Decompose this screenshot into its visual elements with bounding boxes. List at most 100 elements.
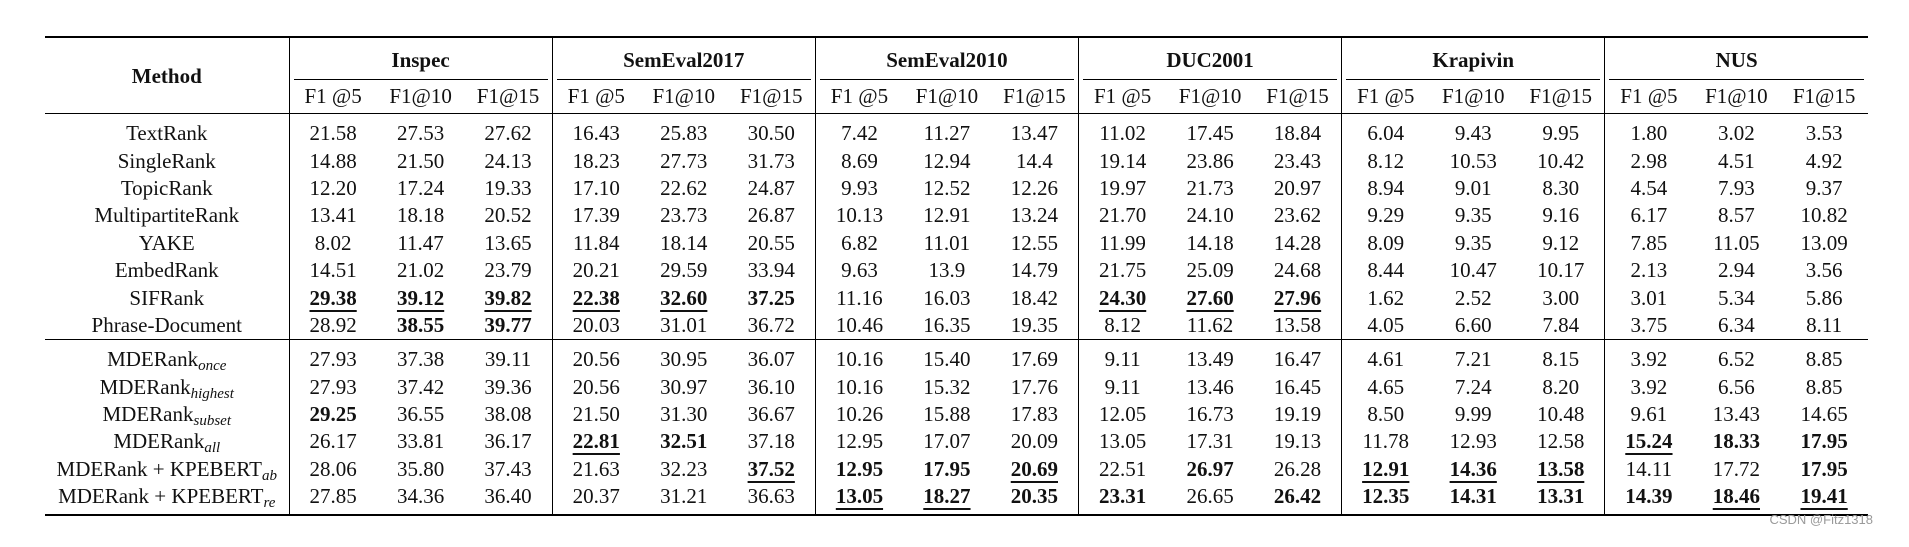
score-value: 34.36	[396, 484, 445, 509]
score-value: 9.29	[1367, 203, 1405, 228]
score-value: 6.04	[1367, 121, 1405, 146]
score-cell: 12.95	[814, 455, 904, 484]
score-value: 7.84	[1542, 312, 1580, 337]
table-row: MDERanksubset 29.25 36.55 38.08 21.50 31.30 36…	[45, 400, 1868, 429]
score-value: 16.03	[923, 285, 971, 310]
score-value: 15.32	[923, 374, 971, 399]
score-value: 8.15	[1542, 347, 1580, 372]
score-cell: 29.38	[288, 284, 377, 312]
score-value: 39.12	[396, 285, 445, 310]
score-cell: 26.42	[1253, 483, 1342, 517]
score-cell: 39.36	[464, 374, 552, 401]
score-cell: 14.65	[1780, 401, 1868, 428]
score-value: 18.27	[923, 484, 971, 509]
score-value: 2.13	[1630, 258, 1668, 283]
score-value: 11.47	[397, 230, 444, 255]
score-value: 21.02	[396, 258, 445, 283]
score-cell: 25.83	[639, 113, 728, 148]
score-cell: 17.72	[1693, 456, 1781, 483]
score-cell: 11.05	[1693, 230, 1781, 257]
score-cell: 16.35	[903, 312, 991, 340]
score-value: 26.65	[1186, 484, 1234, 509]
score-value: 17.83	[1010, 402, 1058, 427]
table-row: MultipartiteRank 13.41 18.18 20.52 17.39 23.7…	[45, 202, 1868, 230]
score-value: 23.86	[1186, 148, 1234, 173]
score-value: 14.11	[1625, 456, 1673, 481]
score-cell: 22.81	[551, 428, 640, 456]
score-value: 6.56	[1718, 374, 1755, 399]
score-cell: 37.43	[464, 456, 552, 483]
score-value: 16.47	[1273, 347, 1322, 372]
score-value: 23.79	[484, 258, 532, 283]
score-value: 7.93	[1718, 175, 1755, 200]
score-value: 37.43	[484, 456, 532, 481]
score-cell: 8.44	[1341, 256, 1430, 285]
score-value: 10.47	[1449, 258, 1497, 283]
score-cell: 12.91	[903, 202, 991, 229]
score-value: 20.09	[1010, 429, 1058, 454]
score-value: 28.92	[309, 312, 357, 337]
score-cell: 3.00	[1517, 284, 1605, 311]
score-value: 37.38	[396, 347, 445, 372]
score-value: 20.21	[572, 258, 620, 283]
score-value: 13.43	[1712, 402, 1760, 427]
score-value: 27.96	[1273, 285, 1322, 310]
score-value: 19.33	[484, 175, 532, 200]
score-cell: 35.80	[377, 456, 465, 483]
score-cell: 32.51	[640, 428, 728, 455]
score-value: 27.60	[1186, 285, 1234, 310]
score-value: 11.27	[923, 121, 971, 146]
score-value: 27.62	[484, 121, 532, 146]
score-cell: 7.24	[1429, 374, 1517, 401]
score-value: 8.11	[1806, 312, 1843, 337]
score-value: 12.35	[1362, 484, 1410, 509]
score-cell: 20.69	[991, 456, 1079, 483]
score-value: 11.02	[1099, 121, 1146, 146]
method-name: MDERank + KPEBERTab	[45, 456, 289, 484]
score-cell: 10.47	[1429, 257, 1517, 284]
method-label: MDERank	[102, 402, 194, 427]
table-row: TopicRank 12.20 17.24 19.33 17.10 22.62 24.87 9…	[45, 174, 1868, 203]
score-cell: 21.70	[1077, 202, 1167, 230]
score-cell: 36.67	[728, 401, 816, 428]
score-value: 11.84	[573, 230, 620, 255]
score-value: 13.46	[1186, 374, 1234, 399]
score-cell: 9.11	[1077, 339, 1167, 374]
score-cell: 20.09	[991, 428, 1079, 455]
score-cell: 37.25	[728, 284, 816, 311]
score-value: 27.93	[309, 347, 357, 372]
score-value: 9.12	[1542, 230, 1580, 255]
score-value: 12.26	[1010, 175, 1058, 200]
table-row: MDERankonce 27.93 37.38 39.11 20.56 30.95 36.0…	[45, 339, 1868, 374]
score-value: 8.09	[1367, 230, 1405, 255]
score-cell: 19.13	[1254, 428, 1342, 455]
score-cell: 15.40	[903, 339, 991, 374]
score-value: 9.95	[1542, 121, 1580, 146]
score-cell: 22.62	[640, 175, 728, 202]
score-cell: 21.58	[288, 113, 377, 148]
score-value: 8.50	[1367, 402, 1405, 427]
method-name: TopicRank	[45, 175, 289, 202]
score-value: 22.38	[572, 285, 620, 310]
score-value: 9.61	[1630, 402, 1668, 427]
score-value: 21.63	[572, 456, 620, 481]
score-value: 17.45	[1186, 121, 1234, 146]
score-cell: 32.23	[640, 456, 728, 483]
score-value: 31.21	[660, 484, 708, 509]
score-value: 17.07	[923, 429, 971, 454]
score-cell: 17.07	[903, 428, 991, 455]
score-value: 7.24	[1454, 374, 1492, 399]
score-cell: 24.13	[464, 147, 552, 174]
score-value: 14.88	[309, 148, 357, 173]
score-cell: 20.55	[728, 230, 816, 257]
table-row: MDERankall 26.17 33.81 36.17 22.81 32.51 37.18…	[45, 428, 1868, 456]
score-value: 20.55	[747, 230, 795, 255]
method-name: MDERanksubset	[45, 401, 289, 429]
score-value: 22.62	[660, 175, 708, 200]
metric-header: F1 @5	[1604, 80, 1693, 114]
score-cell: 17.45	[1166, 113, 1254, 148]
score-value: 17.72	[1712, 456, 1760, 481]
score-cell: 20.35	[990, 483, 1079, 517]
score-value: 24.13	[484, 148, 532, 173]
score-value: 19.97	[1098, 175, 1147, 200]
